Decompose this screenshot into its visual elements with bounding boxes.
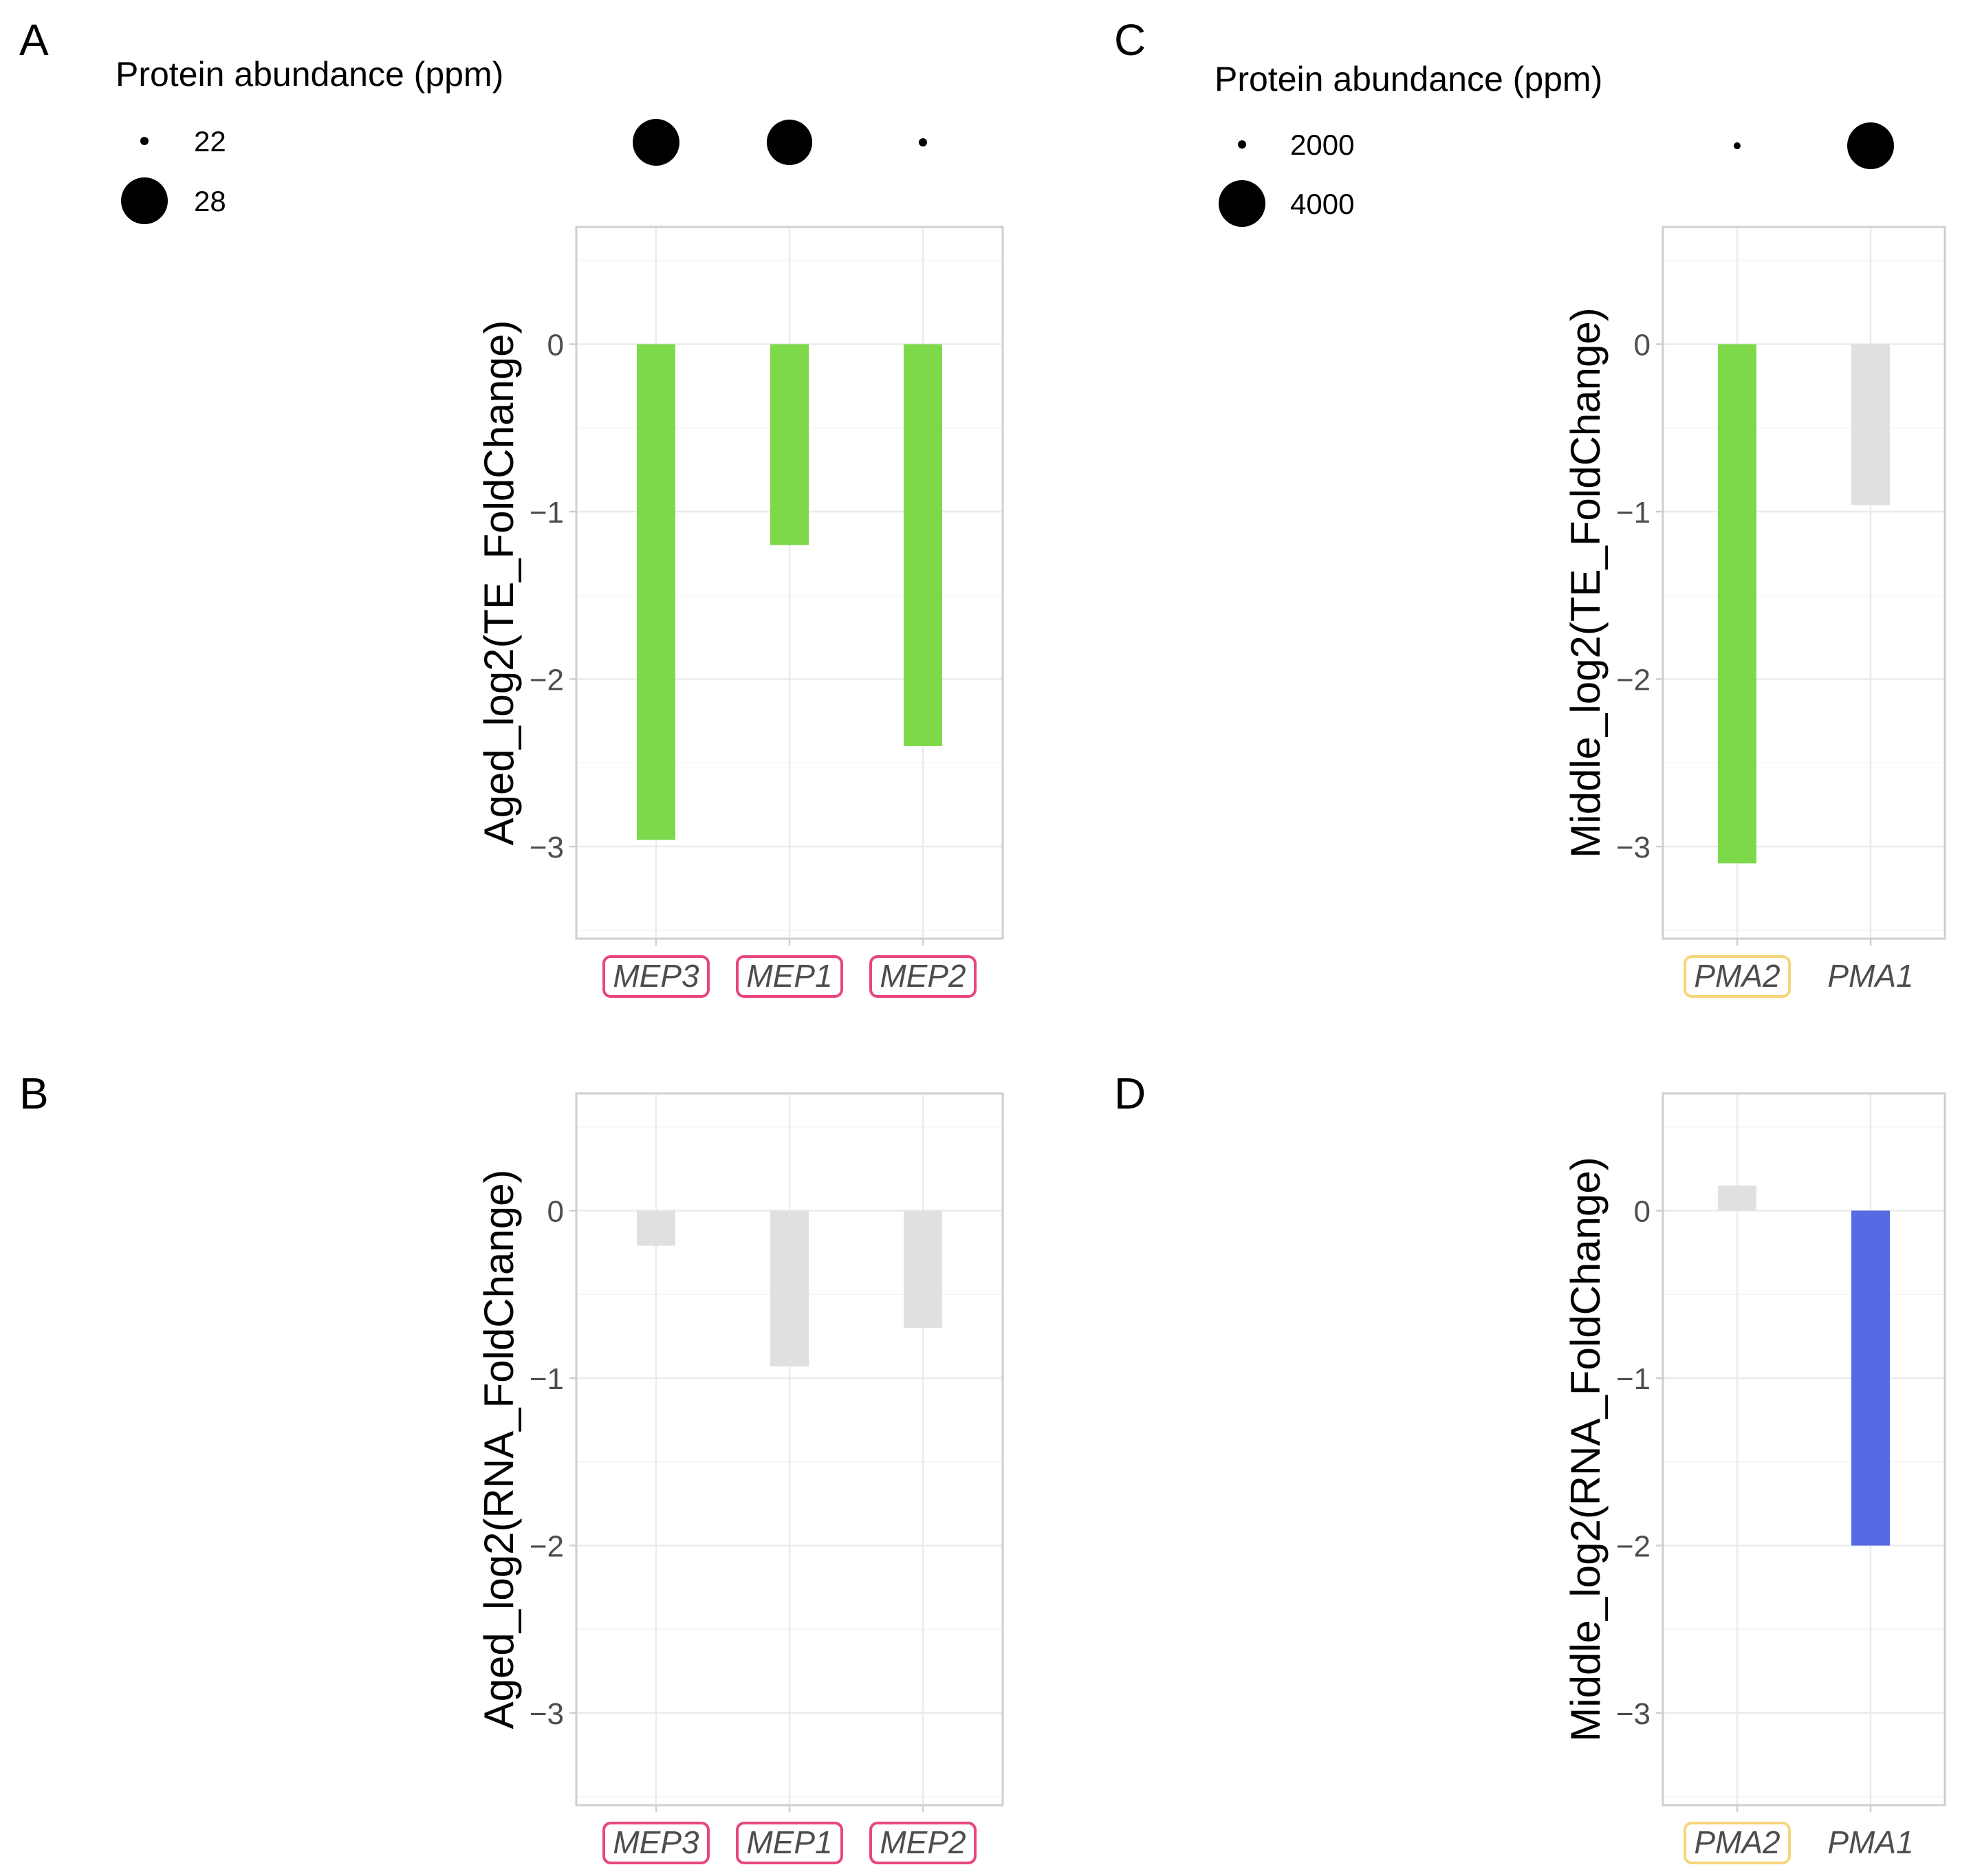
bar-mep2	[904, 1210, 942, 1328]
x-label-highlight-box	[869, 955, 977, 998]
x-tick-label: MEP3	[613, 1824, 699, 1860]
bar-mep1	[770, 344, 809, 545]
panel-c: C 0 −1 −2 −3 PMA2 PMA1 Middle_log2(TE_FoldChang…	[1114, 15, 1946, 998]
x-tick-label: PMA1	[1827, 1824, 1913, 1860]
legend-size-dot	[140, 137, 149, 145]
x-tick-label: PMA1	[1827, 958, 1913, 994]
x-tick-label: MEP1	[746, 1824, 832, 1860]
y-tick-label: −2	[1616, 1530, 1651, 1564]
panel-b: B 0 −1 −2 −3 MEP3 MEP1 MEP2 Aged_log2(RNA_FoldCh…	[19, 1069, 1004, 1864]
y-tick-label: −3	[1616, 1697, 1651, 1731]
y-tick-label: 0	[1634, 1195, 1651, 1228]
y-axis-title: Middle_log2(RNA_FoldChange)	[1562, 1157, 1609, 1741]
y-tick-label: −2	[1616, 664, 1651, 697]
y-tick-label: −1	[530, 1362, 564, 1396]
y-tick-label: −2	[530, 1530, 564, 1564]
y-tick-label: −1	[1616, 496, 1651, 530]
x-label-highlight-box	[869, 1822, 977, 1864]
x-tick-label: MEP2	[880, 958, 966, 994]
legend-label: 4000	[1290, 188, 1354, 220]
bar-pma1	[1851, 1210, 1890, 1546]
x-tick-label: MEP1	[746, 958, 832, 994]
legend-size-dot	[121, 177, 168, 224]
x-tick-label: MEP2	[880, 1824, 966, 1860]
y-tick-label: −2	[530, 664, 564, 697]
y-axis-title: Middle_log2(TE_FoldChange)	[1562, 307, 1609, 858]
y-tick-label: 0	[547, 1195, 564, 1228]
abundance-dot-mep2	[919, 138, 927, 146]
bar-mep3	[637, 1210, 675, 1246]
legend-title: Protein abundance (ppm)	[1215, 60, 1602, 98]
x-label-highlight-box	[602, 1822, 710, 1864]
y-axis-title: Aged_log2(RNA_FoldChange)	[476, 1170, 522, 1730]
plot-panel-border	[1662, 226, 1946, 940]
legend-label: 22	[194, 125, 226, 157]
x-label-highlight-box	[1684, 1822, 1791, 1864]
abundance-dot-mep3	[633, 119, 679, 166]
bar-pma1	[1851, 344, 1890, 505]
y-tick-label: −3	[530, 1697, 564, 1731]
panel-a: A 0 −1 −2 −3 MEP3 MEP1 MEP2 Aged_log2(TE_FoldCha…	[19, 15, 1004, 998]
panel-letter: C	[1114, 15, 1146, 65]
y-tick-label: −3	[530, 831, 564, 864]
x-tick-label: PMA2	[1694, 1824, 1780, 1860]
legend-size-dot	[1238, 140, 1246, 149]
bar-mep2	[904, 344, 942, 746]
abundance-dot-pma1	[1847, 122, 1894, 169]
panel-letter: D	[1114, 1069, 1146, 1118]
bar-mep1	[770, 1210, 809, 1366]
y-tick-label: −1	[530, 496, 564, 530]
legend-label: 28	[194, 185, 226, 217]
y-axis-title: Aged_log2(TE_FoldChange)	[476, 320, 522, 846]
bar-pma2	[1718, 1185, 1756, 1211]
legend-title: Protein abundance (ppm)	[116, 55, 503, 94]
bar-mep3	[637, 344, 675, 840]
panel-d: D 0 −1 −2 −3 PMA2 PMA1 Middle_log2(RNA_FoldChan…	[1114, 1069, 1946, 1864]
y-tick-label: 0	[547, 328, 564, 362]
legend-size-dot	[1219, 180, 1265, 227]
panel-letter: A	[19, 15, 49, 65]
bar-pma2	[1718, 344, 1756, 864]
panel-letter: B	[19, 1069, 49, 1118]
abundance-dot-pma2	[1734, 142, 1741, 149]
x-tick-label: MEP3	[613, 958, 699, 994]
y-tick-label: −3	[1616, 831, 1651, 864]
y-tick-label: 0	[1634, 328, 1651, 362]
abundance-dot-mep1	[766, 119, 813, 166]
plot-panel-border	[1662, 1092, 1946, 1807]
x-label-highlight-box	[602, 955, 710, 998]
x-label-highlight-box	[736, 955, 843, 998]
x-tick-label: PMA2	[1694, 958, 1780, 994]
x-label-highlight-box	[736, 1822, 843, 1864]
y-tick-label: −1	[1616, 1362, 1651, 1396]
x-label-highlight-box	[1684, 955, 1791, 998]
legend-label: 2000	[1290, 129, 1354, 161]
